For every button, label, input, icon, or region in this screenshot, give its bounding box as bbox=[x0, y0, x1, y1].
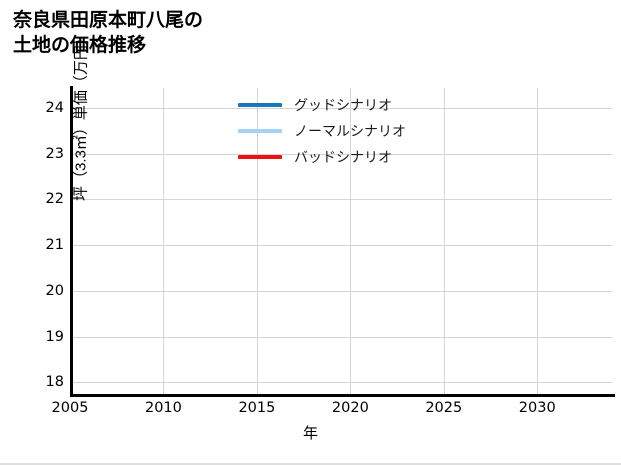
gridline-x-2020 bbox=[350, 88, 352, 395]
y-axis-spine bbox=[70, 86, 73, 397]
chart-legend: グッドシナリオ ノーマルシナリオ バッドシナリオ bbox=[238, 92, 468, 170]
x-axis-spine bbox=[70, 394, 615, 397]
gridline-y-20 bbox=[70, 290, 612, 292]
x-tick-label-2015: 2015 bbox=[238, 400, 276, 416]
y-axis-tick-labels: 18 19 20 21 22 23 24 bbox=[0, 88, 64, 395]
gridline-x-2030 bbox=[537, 88, 539, 395]
x-tick-label-2030: 2030 bbox=[518, 400, 556, 416]
y-tick-label-23: 23 bbox=[45, 145, 64, 162]
x-tick-label-2020: 2020 bbox=[331, 400, 369, 416]
chart-title: 奈良県田原本町八尾の 土地の価格推移 bbox=[13, 10, 204, 57]
plot-area bbox=[70, 88, 612, 395]
legend-swatch-icon bbox=[238, 155, 282, 159]
y-tick-label-22: 22 bbox=[45, 191, 64, 208]
legend-label: ノーマルシナリオ bbox=[294, 123, 406, 139]
x-tick-label-2010: 2010 bbox=[144, 400, 182, 416]
gridline-x-2025 bbox=[443, 88, 445, 395]
legend-item-2[interactable]: バッドシナリオ bbox=[238, 144, 468, 170]
gridline-x-2010 bbox=[163, 88, 165, 395]
plot-background bbox=[70, 88, 612, 395]
gridline-y-18 bbox=[70, 382, 612, 384]
legend-item-1[interactable]: ノーマルシナリオ bbox=[238, 118, 468, 144]
legend-swatch-icon bbox=[238, 103, 282, 107]
legend-label: グッドシナリオ bbox=[294, 97, 392, 113]
x-axis-tick-labels: 2005 2010 2015 2020 2025 2030 bbox=[52, 400, 615, 422]
y-axis-title: 坪（3.3㎡）単価（万円） bbox=[72, 30, 90, 201]
x-tick-label-2005: 2005 bbox=[51, 400, 89, 416]
y-tick-label-18: 18 bbox=[45, 374, 64, 391]
y-tick-label-19: 19 bbox=[45, 328, 64, 345]
gridline-x-2015 bbox=[256, 88, 258, 395]
gridline-y-23 bbox=[70, 153, 612, 155]
gridline-y-19 bbox=[70, 336, 612, 338]
x-axis-title: 年 bbox=[302, 425, 318, 442]
gridline-y-24 bbox=[70, 108, 612, 110]
y-tick-label-24: 24 bbox=[45, 100, 64, 117]
legend-swatch-icon bbox=[238, 129, 282, 133]
gridline-y-21 bbox=[70, 245, 612, 247]
legend-item-0[interactable]: グッドシナリオ bbox=[238, 92, 468, 118]
y-tick-label-21: 21 bbox=[45, 237, 64, 254]
gridline-y-22 bbox=[70, 199, 612, 201]
legend-label: バッドシナリオ bbox=[294, 149, 392, 165]
x-tick-label-2025: 2025 bbox=[425, 400, 463, 416]
y-tick-label-20: 20 bbox=[45, 282, 64, 299]
